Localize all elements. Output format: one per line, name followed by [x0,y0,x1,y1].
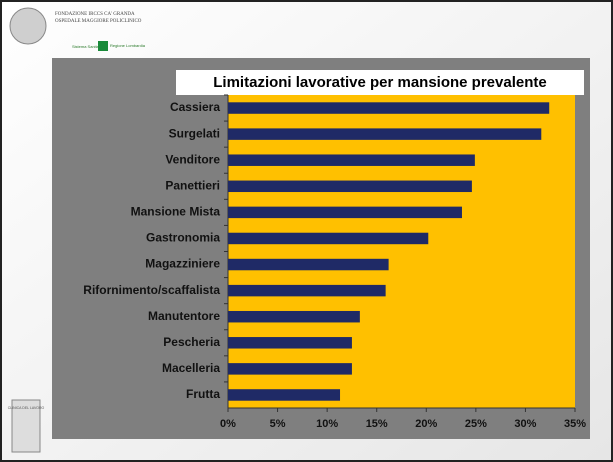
y-tick-label: Frutta [186,387,220,401]
y-tick-label: Pescheria [163,335,220,349]
org-line2: OSPEDALE MAGGIORE POLICLINICO [55,19,142,24]
bar [228,128,541,139]
x-tick-label: 5% [270,418,286,430]
bar [228,337,352,348]
org-line1: FONDAZIONE IRCCS CA' GRANDA [55,12,135,17]
y-tick-label: Panettieri [165,178,220,192]
bar [228,233,428,244]
bar [228,389,340,400]
bar [228,181,472,192]
bar [228,154,475,165]
y-tick-label: Magazziniere [145,257,220,271]
chart-title: Limitazioni lavorative per mansione prev… [213,74,546,91]
region-icon [98,41,108,51]
y-tick-label: Macelleria [162,361,220,375]
x-tick-label: 25% [465,418,487,430]
x-tick-label: 20% [415,418,437,430]
y-tick-label: Cassiera [170,100,220,114]
region-label: Regione Lombardia [110,43,146,48]
y-tick-label: Venditore [165,152,220,166]
plot-area [228,95,575,408]
y-tick-label: Gastronomia [146,231,220,245]
bar [228,102,549,113]
x-tick-label: 30% [514,418,536,430]
x-tick-label: 0% [220,418,236,430]
bar [228,259,389,270]
x-tick-label: 10% [316,418,338,430]
bar [228,285,386,296]
side-logo-text: CLINICA DEL LAVORO [8,406,45,410]
y-tick-label: Surgelati [169,126,220,140]
y-tick-label: Mansione Mista [131,205,221,219]
y-tick-label: Rifornimento/scaffalista [83,283,220,297]
x-tick-label: 35% [564,418,586,430]
y-tick-label: Manutentore [148,309,220,323]
slide: FONDAZIONE IRCCS CA' GRANDA OSPEDALE MAG… [0,0,613,462]
bar [228,207,462,218]
bar [228,311,360,322]
bar [228,363,352,374]
logo-seal [10,8,46,44]
page: FONDAZIONE IRCCS CA' GRANDA OSPEDALE MAG… [0,0,613,462]
x-tick-label: 15% [366,418,388,430]
